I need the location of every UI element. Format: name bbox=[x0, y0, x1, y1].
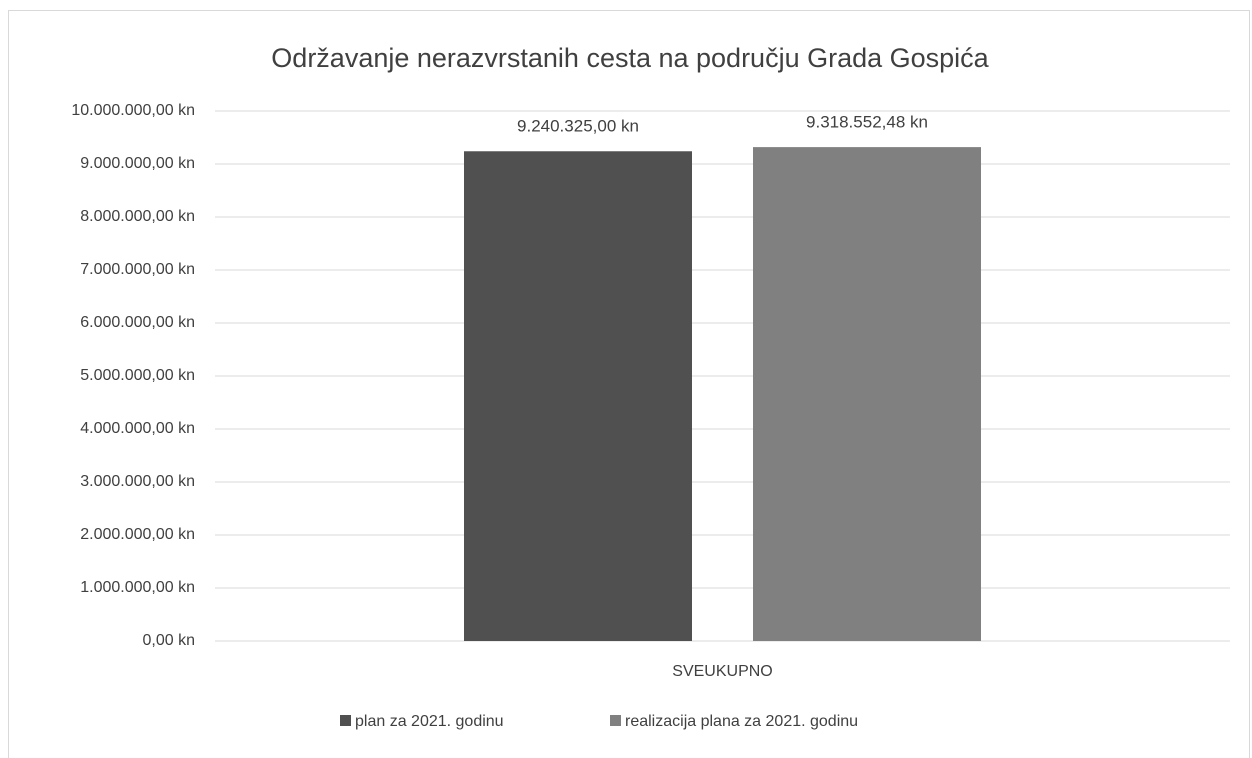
bar bbox=[464, 151, 692, 642]
data-label: 9.318.552,48 kn bbox=[806, 113, 928, 132]
y-tick-label: 7.000.000,00 kn bbox=[80, 261, 195, 278]
y-tick-label: 6.000.000,00 kn bbox=[80, 314, 195, 331]
y-tick-label: 1.000.000,00 kn bbox=[80, 579, 195, 596]
chart-border bbox=[8, 10, 1250, 758]
x-tick-label: SVEUKUPNO bbox=[672, 663, 772, 680]
legend-swatch bbox=[340, 715, 351, 726]
chart-title: Održavanje nerazvrstanih cesta na područ… bbox=[271, 43, 989, 73]
y-tick-label: 8.000.000,00 kn bbox=[80, 208, 195, 225]
y-tick-label: 5.000.000,00 kn bbox=[80, 367, 195, 384]
y-tick-label: 3.000.000,00 kn bbox=[80, 473, 195, 490]
y-tick-label: 2.000.000,00 kn bbox=[80, 526, 195, 543]
legend-label: realizacija plana za 2021. godinu bbox=[625, 713, 858, 730]
legend-swatch bbox=[610, 715, 621, 726]
y-tick-label: 0,00 kn bbox=[143, 632, 195, 649]
y-tick-label: 10.000.000,00 kn bbox=[71, 102, 195, 119]
y-tick-label: 9.000.000,00 kn bbox=[80, 155, 195, 172]
bar bbox=[753, 147, 981, 642]
data-label: 9.240.325,00 kn bbox=[517, 117, 639, 136]
y-tick-label: 4.000.000,00 kn bbox=[80, 420, 195, 437]
legend-label: plan za 2021. godinu bbox=[355, 713, 504, 730]
